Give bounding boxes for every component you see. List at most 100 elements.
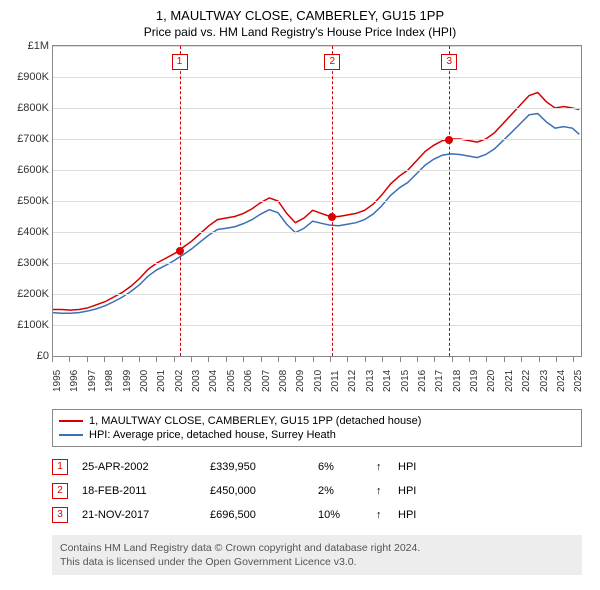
below-chart: 1, MAULTWAY CLOSE, CAMBERLEY, GU15 1PP (… [10,409,590,575]
sale-price: £696,500 [210,509,310,521]
x-tick-label: 2015 [400,370,411,392]
x-tick-mark [139,357,140,362]
x-tick-mark [556,357,557,362]
x-tick-label: 1999 [122,370,133,392]
legend: 1, MAULTWAY CLOSE, CAMBERLEY, GU15 1PP (… [52,409,582,447]
x-tick-label: 2007 [261,370,272,392]
sale-marker-dot [328,213,336,221]
x-tick-label: 2022 [521,370,532,392]
sales-table: 125-APR-2002£339,9506%↑HPI218-FEB-2011£4… [52,455,582,527]
x-tick-label: 2025 [573,370,584,392]
x-tick-mark [278,357,279,362]
x-tick-mark [469,357,470,362]
x-tick-label: 2005 [226,370,237,392]
sale-marker-dot [445,136,453,144]
sale-row: 321-NOV-2017£696,50010%↑HPI [52,503,582,527]
sale-marker-line [180,46,181,356]
sale-marker-box: 3 [441,54,457,70]
x-tick-label: 2021 [504,370,515,392]
y-tick-label: £900K [17,71,53,83]
x-tick-label: 2016 [417,370,428,392]
x-tick-label: 1997 [87,370,98,392]
y-tick-label: £800K [17,102,53,114]
x-tick-label: 2010 [313,370,324,392]
x-tick-label: 2013 [365,370,376,392]
y-gridline [53,263,581,264]
footer-line: Contains HM Land Registry data © Crown c… [60,541,574,555]
y-gridline [53,201,581,202]
x-tick-label: 2014 [382,370,393,392]
x-tick-label: 2003 [191,370,202,392]
x-tick-mark [521,357,522,362]
x-tick-label: 1995 [52,370,63,392]
x-tick-label: 2018 [452,370,463,392]
x-tick-label: 2002 [174,370,185,392]
sale-date: 21-NOV-2017 [82,509,202,521]
x-tick-label: 2012 [347,370,358,392]
sale-price: £450,000 [210,485,310,497]
x-tick-label: 2009 [295,370,306,392]
x-tick-mark [452,357,453,362]
x-tick-mark [174,357,175,362]
x-tick-mark [573,357,574,362]
legend-swatch [59,434,83,436]
x-tick-mark [504,357,505,362]
x-tick-mark [434,357,435,362]
x-tick-mark [87,357,88,362]
y-gridline [53,46,581,47]
x-tick-label: 2024 [556,370,567,392]
x-tick-mark [156,357,157,362]
x-tick-mark [191,357,192,362]
sale-price: £339,950 [210,461,310,473]
y-tick-label: £100K [17,319,53,331]
y-tick-label: £0 [37,350,53,362]
x-tick-label: 1998 [104,370,115,392]
x-tick-mark [243,357,244,362]
legend-item: HPI: Average price, detached house, Surr… [59,428,575,442]
y-gridline [53,294,581,295]
legend-item: 1, MAULTWAY CLOSE, CAMBERLEY, GU15 1PP (… [59,414,575,428]
x-tick-label: 2023 [539,370,550,392]
plot-area: £0£100K£200K£300K£400K£500K£600K£700K£80… [52,45,582,375]
y-gridline [53,139,581,140]
sale-vs-label: HPI [398,485,438,497]
sale-vs-label: HPI [398,509,438,521]
y-gridline [53,170,581,171]
x-tick-mark [295,357,296,362]
sale-marker-box: 1 [172,54,188,70]
chart-title: 1, MAULTWAY CLOSE, CAMBERLEY, GU15 1PP [10,8,590,23]
sale-pct: 2% [318,485,368,497]
x-tick-mark [104,357,105,362]
x-tick-mark [261,357,262,362]
y-gridline [53,325,581,326]
x-tick-label: 2000 [139,370,150,392]
sale-marker-dot [176,247,184,255]
x-tick-label: 2019 [469,370,480,392]
x-tick-mark [122,357,123,362]
x-tick-label: 2006 [243,370,254,392]
x-tick-label: 2001 [156,370,167,392]
x-tick-mark [313,357,314,362]
y-tick-label: £300K [17,257,53,269]
plot: £0£100K£200K£300K£400K£500K£600K£700K£80… [52,45,582,357]
legend-swatch [59,420,83,422]
y-tick-label: £1M [28,40,53,52]
x-tick-label: 2008 [278,370,289,392]
sale-marker-line [449,46,450,356]
sale-row: 218-FEB-2011£450,0002%↑HPI [52,479,582,503]
x-tick-mark [208,357,209,362]
y-tick-label: £600K [17,164,53,176]
sale-index-box: 2 [52,483,68,499]
x-tick-label: 2017 [434,370,445,392]
x-tick-mark [365,357,366,362]
x-tick-mark [539,357,540,362]
attribution-footer: Contains HM Land Registry data © Crown c… [52,535,582,575]
sale-marker-line [332,46,333,356]
y-tick-label: £500K [17,195,53,207]
x-axis: 1995199619971998199920002001200220032004… [52,357,582,375]
sale-index-box: 1 [52,459,68,475]
sale-index-box: 3 [52,507,68,523]
sale-marker-box: 2 [324,54,340,70]
arrow-up-icon: ↑ [376,485,390,497]
x-tick-label: 1996 [69,370,80,392]
